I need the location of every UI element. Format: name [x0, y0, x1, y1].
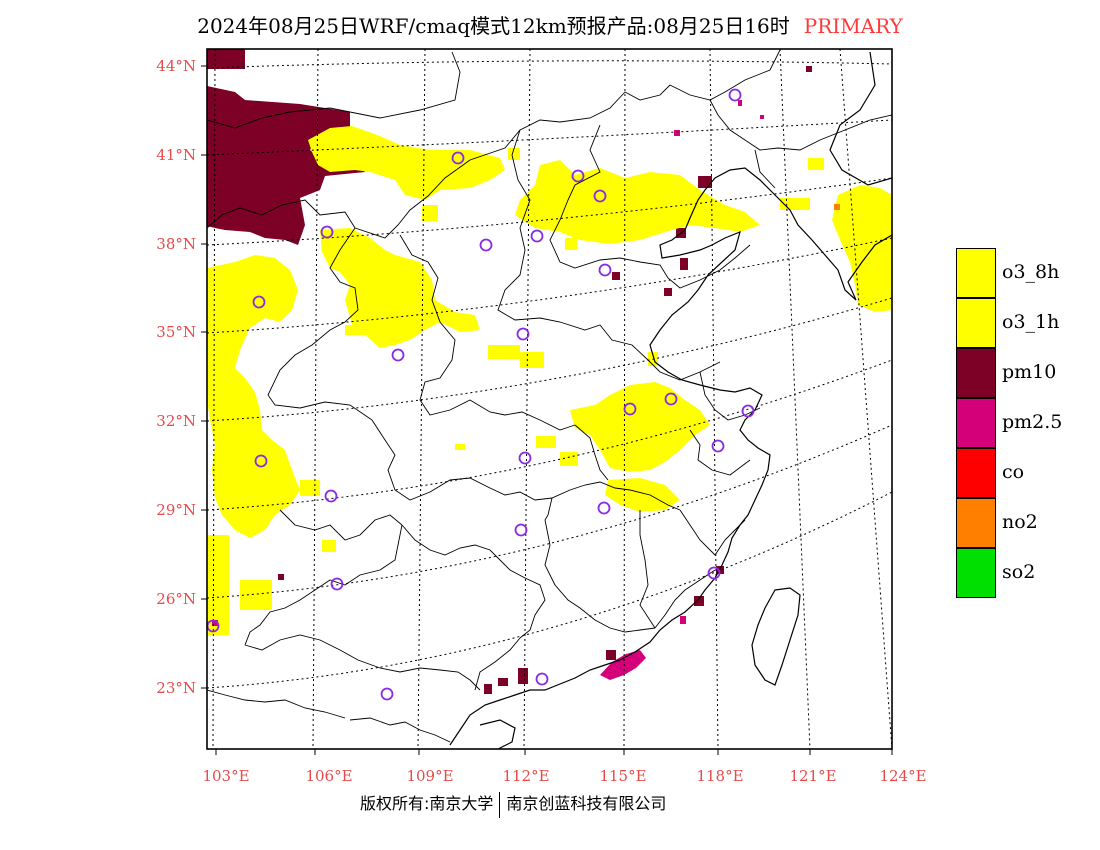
- legend-swatch: [956, 298, 996, 348]
- lon-label: 112°E: [502, 767, 549, 785]
- lat-label: 32°N: [156, 412, 196, 430]
- lat-label: 41°N: [156, 146, 196, 164]
- map-title: 2024年08月25日WRF/cmaq模式12km预报产品:08月25日16时 P…: [0, 10, 1100, 39]
- legend-swatch: [956, 448, 996, 498]
- legend-label: o3_1h: [1002, 311, 1060, 333]
- lat-label: 35°N: [156, 323, 196, 341]
- lat-label: 38°N: [156, 235, 196, 253]
- legend-label: pm2.5: [1002, 411, 1063, 433]
- lon-label: 118°E: [696, 767, 743, 785]
- lon-label: 124°E: [879, 767, 926, 785]
- pm25-field: [212, 100, 764, 680]
- footer-divider: [499, 791, 501, 818]
- legend-swatch: [956, 498, 996, 548]
- legend-swatch: [956, 548, 996, 598]
- legend-label: co: [1002, 461, 1025, 483]
- coastline: [449, 51, 892, 749]
- primary-flag: PRIMARY: [803, 14, 903, 38]
- lat-label: 23°N: [156, 679, 196, 697]
- lat-label: 29°N: [156, 501, 196, 519]
- lon-label: 109°E: [406, 767, 453, 785]
- station-markers: [207, 88, 755, 701]
- lon-label: 103°E: [202, 767, 249, 785]
- legend-label: o3_8h: [1002, 261, 1060, 283]
- legend-swatch: [956, 248, 996, 298]
- lon-label: 115°E: [599, 767, 646, 785]
- map-frame: [206, 48, 893, 750]
- lon-label: 121°E: [789, 767, 836, 785]
- lon-label: 106°E: [305, 767, 352, 785]
- copyright-right: 南京创蓝科技有限公司: [506, 794, 667, 813]
- legend-label: so2: [1002, 561, 1036, 583]
- copyright-footer: 版权所有:南京大学 南京创蓝科技有限公司: [360, 790, 666, 818]
- axis-ticks: [201, 65, 893, 755]
- legend-swatch: [956, 348, 996, 398]
- legend-label: pm10: [1002, 361, 1057, 383]
- lat-label: 44°N: [156, 57, 196, 75]
- lat-label: 26°N: [156, 590, 196, 608]
- copyright-left: 版权所有:南京大学: [360, 794, 494, 813]
- legend-swatch: [956, 398, 996, 448]
- province-boundaries: [207, 49, 892, 743]
- title-text: 2024年08月25日WRF/cmaq模式12km预报产品:08月25日16时: [197, 14, 790, 38]
- legend-label: no2: [1002, 511, 1038, 533]
- graticule: [207, 49, 892, 749]
- no2-field: [834, 204, 840, 210]
